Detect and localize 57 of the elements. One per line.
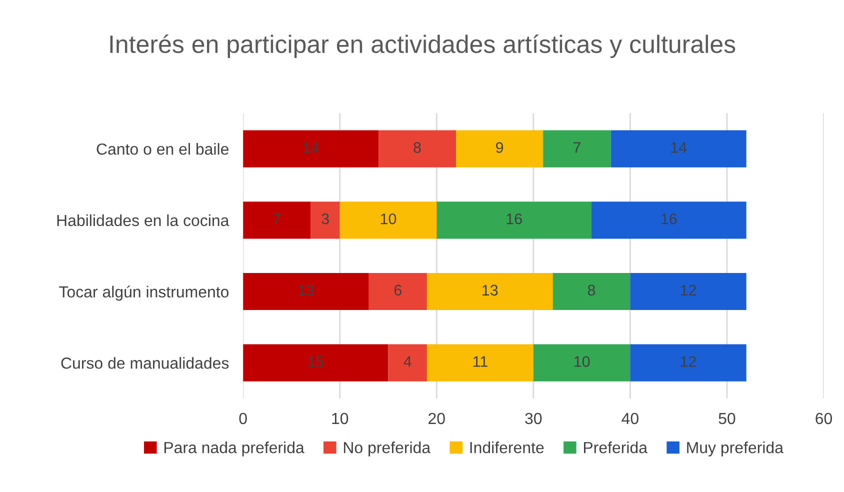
data-label: 4	[404, 356, 412, 367]
x-tick-label: 60	[816, 412, 832, 424]
bar	[310, 202, 340, 239]
bar	[436, 202, 592, 239]
x-tick-label: 10	[332, 412, 348, 424]
bar	[456, 130, 544, 168]
bar	[533, 344, 630, 382]
data-label: 3	[322, 213, 329, 224]
x-tick-label: 0	[239, 412, 247, 424]
data-label: 10	[380, 213, 396, 224]
bar	[243, 202, 311, 239]
data-label: 13	[298, 284, 314, 296]
bar	[243, 344, 388, 382]
data-label: 16	[662, 213, 677, 224]
data-label: 7	[573, 142, 580, 153]
y-tick-label: Habilidades en la cocina	[57, 214, 230, 226]
data-label: 14	[671, 142, 687, 153]
bar	[243, 130, 379, 168]
data-label: 13	[482, 284, 498, 296]
data-label: 15	[308, 356, 324, 367]
bar	[426, 272, 553, 310]
y-tick-label: Curso de manualidades	[61, 357, 229, 369]
legend-label: Indiferente	[470, 442, 544, 454]
bar	[552, 272, 630, 310]
x-tick-label: 20	[428, 412, 445, 424]
y-tick-label: Tocar algún instrumento	[59, 286, 229, 301]
bar	[543, 130, 611, 168]
x-tick-label: 50	[718, 412, 736, 424]
data-label: 10	[574, 356, 590, 367]
data-label: 9	[496, 142, 504, 153]
data-label: 12	[680, 356, 696, 367]
bar	[630, 344, 746, 382]
data-label: 6	[394, 284, 402, 296]
data-label: 7	[273, 214, 280, 224]
legend-label: No preferida	[344, 442, 431, 456]
y-tick-label: Canto o en el baile	[96, 143, 228, 155]
bar	[243, 272, 369, 310]
data-label: 12	[680, 284, 696, 296]
bar	[378, 130, 456, 168]
data-label: 14	[303, 142, 319, 153]
bar	[630, 272, 746, 310]
bar	[610, 130, 746, 168]
data-label: 16	[506, 213, 522, 224]
chart-title: Interés en participar en actividades artísticas y culturales	[110, 34, 736, 58]
legend-label: Preferida	[584, 442, 648, 454]
bar	[340, 202, 437, 239]
data-label: 8	[588, 284, 596, 296]
x-tick-label: 40	[622, 412, 638, 424]
legend-label: Para nada preferida	[164, 442, 304, 456]
x-tick-label: 30	[525, 412, 542, 424]
data-label: 11	[473, 356, 488, 367]
data-label: 8	[414, 142, 421, 153]
legend-label: Muy preferida	[687, 442, 784, 456]
bar	[426, 344, 534, 382]
bar	[388, 344, 427, 382]
bar	[368, 272, 427, 310]
bar	[591, 202, 746, 239]
